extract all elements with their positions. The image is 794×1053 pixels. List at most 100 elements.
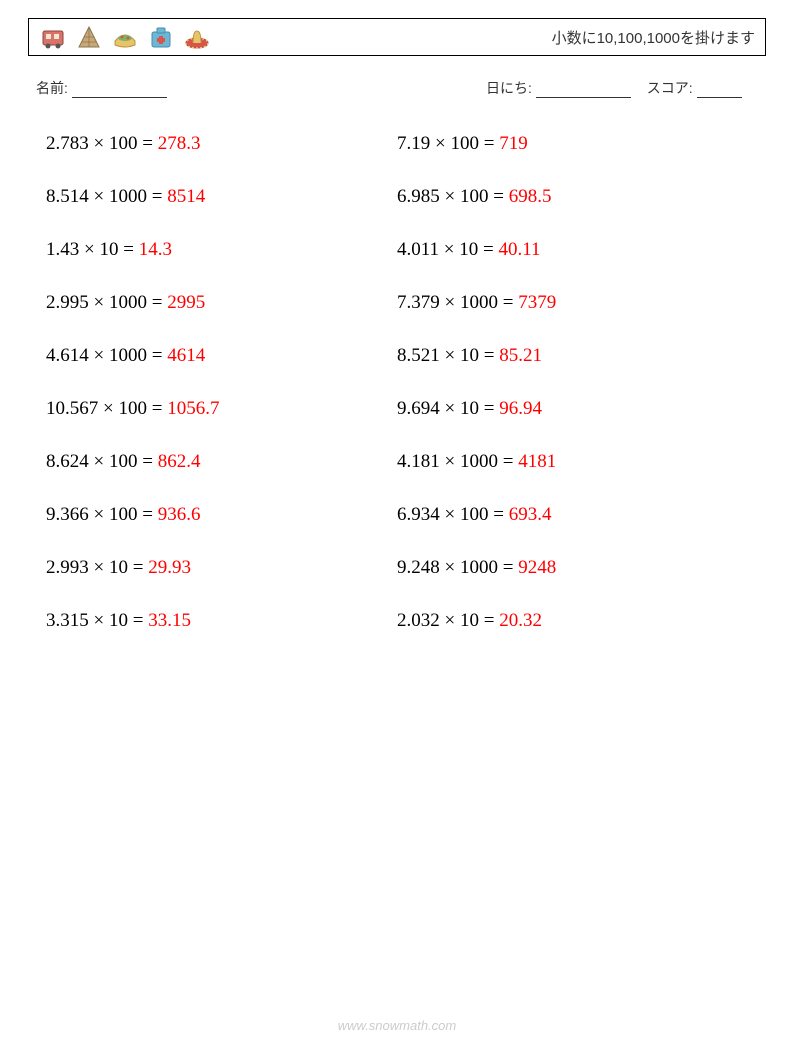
equals-sign: = [479,133,499,154]
multiply-symbol: × [89,292,109,313]
multiply-symbol: × [440,345,460,366]
operand1: 3.315 [46,610,89,631]
answer: 8514 [167,186,205,207]
answer: 4181 [518,451,556,472]
answer: 40.11 [498,239,540,260]
answer: 278.3 [158,133,201,154]
problems-container: 2.783 × 100 = 278.3 8.514 × 1000 = 8514 1.… [28,133,766,663]
problem-row: 6.985 × 100 = 698.5 [397,186,748,208]
equals-sign: = [479,345,499,366]
problem-row: 9.366 × 100 = 936.6 [46,504,397,526]
problem-row: 9.694 × 10 = 96.94 [397,398,748,420]
multiply-symbol: × [440,557,460,578]
multiply-symbol: × [79,239,99,260]
operand2: 1000 [460,292,498,313]
multiply-symbol: × [440,186,460,207]
operand2: 100 [450,133,479,154]
problem-row: 8.521 × 10 = 85.21 [397,345,748,367]
multiply-symbol: × [440,292,460,313]
operand1: 9.366 [46,504,89,525]
operand1: 4.614 [46,345,89,366]
problem-row: 9.248 × 1000 = 9248 [397,557,748,579]
operand1: 4.011 [397,239,439,260]
name-underline [72,84,167,98]
problem-row: 2.995 × 1000 = 2995 [46,292,397,314]
multiply-symbol: × [89,345,109,366]
operand1: 7.19 [397,133,430,154]
problem-row: 8.514 × 1000 = 8514 [46,186,397,208]
operand2: 1000 [460,557,498,578]
right-column: 7.19 × 100 = 719 6.985 × 100 = 698.5 4.011… [397,133,748,663]
train-icon [39,23,67,51]
equals-sign: = [128,610,148,631]
operand1: 2.032 [397,610,440,631]
date-underline [536,84,631,98]
header-icons [39,23,211,51]
answer: 96.94 [499,398,542,419]
date-field: 日にち: [486,78,631,98]
multiply-symbol: × [89,504,109,525]
operand2: 10 [460,345,479,366]
multiply-symbol: × [440,504,460,525]
answer: 862.4 [158,451,201,472]
answer: 936.6 [158,504,201,525]
equals-sign: = [488,504,508,525]
operand2: 10 [109,557,128,578]
multiply-symbol: × [440,398,460,419]
answer: 85.21 [499,345,542,366]
operand2: 10 [460,398,479,419]
footer: www.snowmath.com [0,1017,794,1035]
medkit-icon [147,23,175,51]
equals-sign: = [498,557,518,578]
operand2: 100 [109,451,138,472]
operand1: 2.783 [46,133,89,154]
operand2: 1000 [109,292,147,313]
equals-sign: = [488,186,508,207]
multiply-symbol: × [98,398,118,419]
operand1: 6.934 [397,504,440,525]
answer: 20.32 [499,610,542,631]
problem-row: 6.934 × 100 = 693.4 [397,504,748,526]
operand2: 10 [460,610,479,631]
multiply-symbol: × [439,239,459,260]
multiply-symbol: × [89,557,109,578]
multiply-symbol: × [430,133,450,154]
operand1: 8.521 [397,345,440,366]
equals-sign: = [498,451,518,472]
operand1: 9.248 [397,557,440,578]
score-field: スコア: [647,78,742,98]
sombrero-icon [183,23,211,51]
left-column: 2.783 × 100 = 278.3 8.514 × 1000 = 8514 1.… [46,133,397,663]
equals-sign: = [137,504,157,525]
pyramid-icon [75,23,103,51]
operand1: 1.43 [46,239,79,260]
operand2: 10 [109,610,128,631]
score-underline [697,84,742,98]
equals-sign: = [128,557,148,578]
problem-row: 2.993 × 10 = 29.93 [46,557,397,579]
header-box: 小数に10,100,1000を掛けます [28,18,766,56]
operand2: 1000 [460,451,498,472]
answer: 1056.7 [167,398,219,419]
name-field: 名前: [36,78,486,98]
answer: 719 [499,133,528,154]
info-row: 名前: 日にち: スコア: [28,78,766,98]
operand2: 100 [118,398,147,419]
problem-row: 4.181 × 1000 = 4181 [397,451,748,473]
operand1: 7.379 [397,292,440,313]
equals-sign: = [137,451,157,472]
problem-row: 3.315 × 10 = 33.15 [46,610,397,632]
operand2: 10 [99,239,118,260]
operand1: 8.514 [46,186,89,207]
answer: 698.5 [509,186,552,207]
operand1: 8.624 [46,451,89,472]
multiply-symbol: × [89,451,109,472]
operand1: 9.694 [397,398,440,419]
equals-sign: = [479,398,499,419]
answer: 14.3 [139,239,172,260]
equals-sign: = [147,398,167,419]
operand2: 1000 [109,345,147,366]
problem-row: 8.624 × 100 = 862.4 [46,451,397,473]
operand1: 6.985 [397,186,440,207]
equals-sign: = [137,133,157,154]
